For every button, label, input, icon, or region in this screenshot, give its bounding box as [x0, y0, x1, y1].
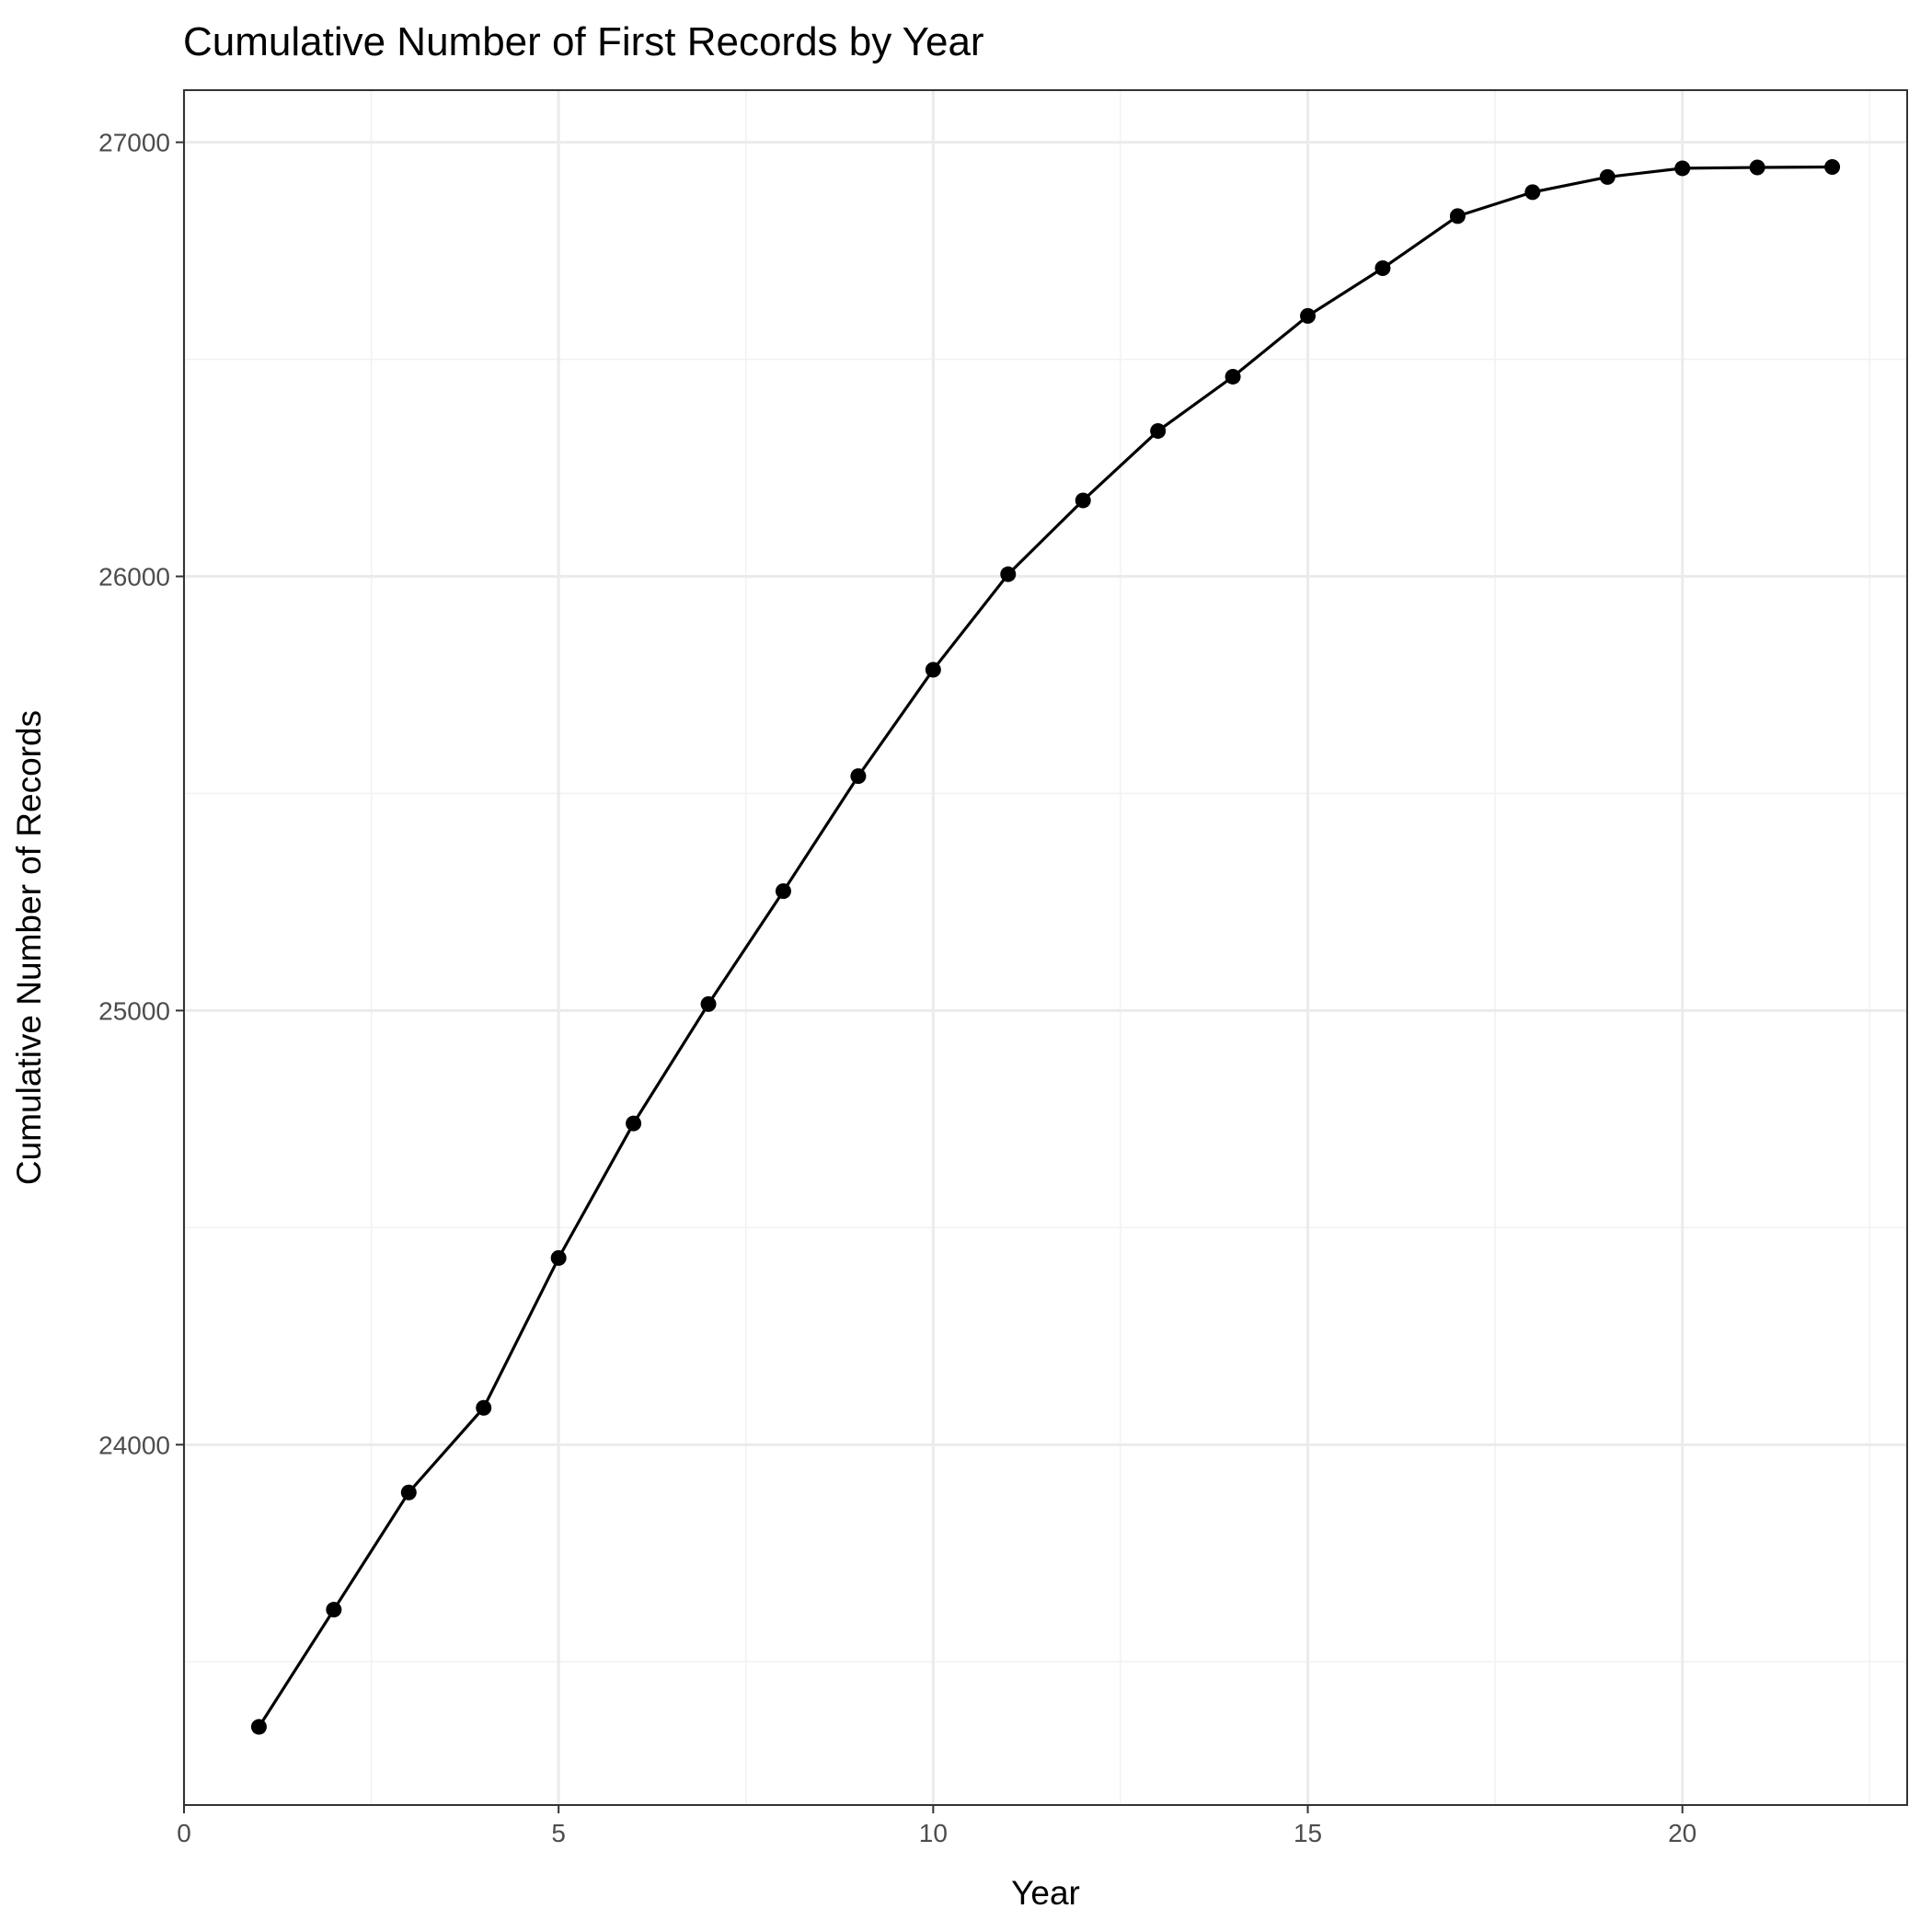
data-point [850, 768, 867, 785]
data-point [400, 1484, 417, 1501]
data-point [1225, 368, 1241, 385]
data-point [700, 995, 717, 1012]
data-point [1374, 259, 1391, 276]
y-axis-title: Cumulative Number of Records [10, 710, 48, 1185]
data-point [1449, 208, 1466, 224]
data-point [1749, 159, 1765, 176]
data-point [1824, 159, 1841, 176]
x-tick-label: 0 [177, 1819, 191, 1847]
x-tick-label: 10 [919, 1819, 948, 1847]
axes: 0 5 10 15 20 24000 25000 26000 27000 [98, 129, 1696, 1847]
data-point [1599, 168, 1616, 185]
data-point [250, 1719, 267, 1735]
y-tick-label: 26000 [98, 563, 170, 592]
data-point [1524, 184, 1541, 201]
x-tick-label: 15 [1294, 1819, 1322, 1847]
data-point [1150, 422, 1167, 439]
data-point [925, 661, 941, 678]
grid [182, 90, 1907, 1805]
chart-title: Cumulative Number of First Records by Ye… [183, 19, 984, 64]
data-point [550, 1249, 567, 1266]
data-point [1300, 307, 1317, 324]
y-tick-label: 27000 [98, 129, 170, 157]
data-point [476, 1399, 492, 1416]
plot-panel-border [183, 89, 1908, 1806]
x-axis-title: Year [1011, 1874, 1080, 1912]
y-tick-label: 25000 [98, 996, 170, 1025]
data-point [1075, 492, 1091, 509]
data-point [626, 1115, 642, 1132]
data-point [775, 883, 791, 900]
data-point [1674, 160, 1691, 177]
y-tick-label: 24000 [98, 1431, 170, 1459]
series-layer [250, 159, 1841, 1735]
series-line [258, 165, 1833, 1728]
x-tick-label: 5 [551, 1819, 566, 1847]
data-point [1000, 566, 1017, 582]
x-tick-label: 20 [1668, 1819, 1696, 1847]
data-point [326, 1602, 342, 1618]
